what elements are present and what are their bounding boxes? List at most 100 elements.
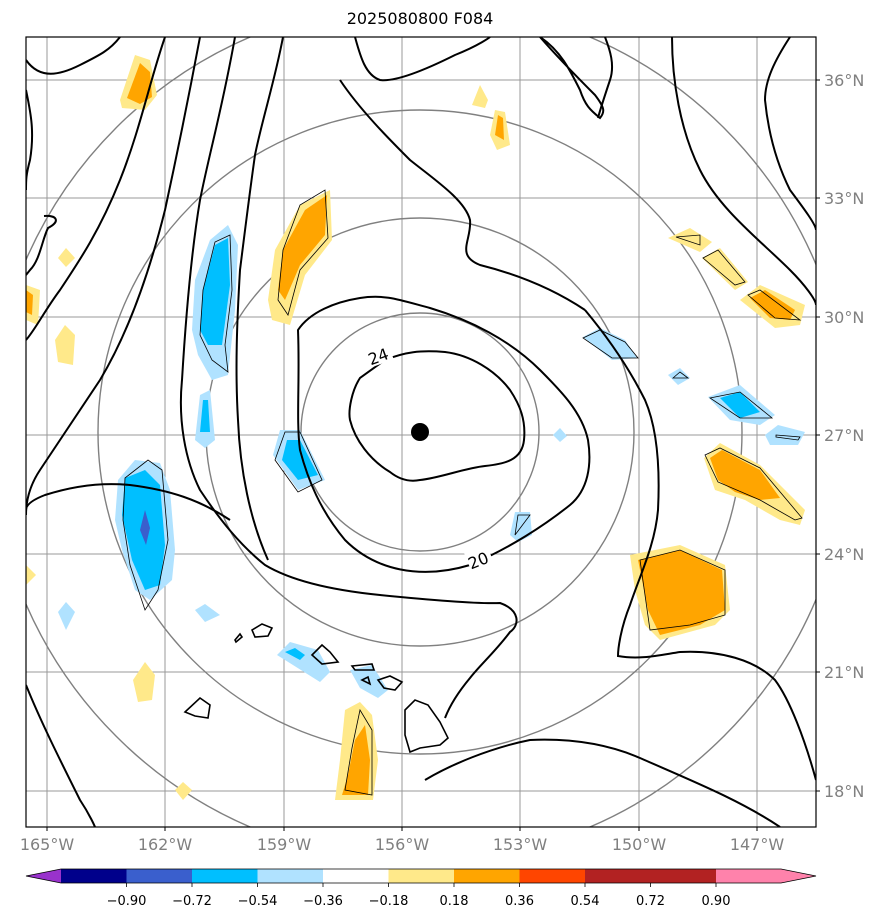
colorbar-tick-10: 0.90: [702, 894, 731, 909]
patch-blue-hawaii1: [277, 642, 330, 682]
lon-label-150w: 150°W: [612, 835, 667, 854]
contour-inner-24: [348, 350, 526, 482]
range-ring-3: [97, 109, 743, 755]
contour-center-north: [339, 79, 586, 311]
lat-label-21n: 21°N: [824, 663, 864, 682]
colorbar-swatch-6: [388, 869, 454, 883]
colorbar-swatch-9: [585, 869, 651, 883]
patch-orange-ne3: [750, 290, 795, 320]
contour-west-3: [26, 483, 231, 521]
contour-nw-corner: [26, 89, 34, 191]
colorbar-swatch-1: [61, 869, 127, 883]
island-kauai: [250, 623, 274, 638]
colorbar-extend-high: [716, 869, 816, 883]
colorbar-swatch-4: [257, 869, 323, 883]
contour-south: [424, 738, 781, 827]
patch-blue-e4: [765, 425, 805, 445]
patch-blue-mid-core: [282, 440, 318, 480]
patch-blue-c1: [553, 428, 567, 442]
contour-north-ridge: [235, 37, 284, 561]
lat-label-18n: 18°N: [824, 782, 864, 801]
patch-orange-n2: [495, 115, 504, 140]
anomaly-outline-contours: [122, 189, 803, 796]
patch-blue-e3-core: [720, 392, 760, 418]
colorbar-tick-9: 0.72: [636, 894, 665, 909]
lat-label-27n: 27°N: [824, 426, 864, 445]
lat-label-30n: 30°N: [824, 308, 864, 327]
colorbar-swatch-5: [323, 869, 389, 883]
storm-center-marker: [411, 423, 429, 441]
patch-yellow-sw: [133, 662, 155, 702]
contour-west-2: [26, 37, 201, 516]
colorbar-swatch-7: [454, 869, 520, 883]
lon-label-153w: 153°W: [493, 835, 548, 854]
colorbar-tick-1: −0.90: [107, 894, 147, 909]
patch-yellow-w2: [55, 325, 75, 365]
patch-yellow-n1: [472, 85, 488, 108]
lon-label-147w: 147°W: [730, 835, 785, 854]
colorbar-extend-low: [26, 869, 61, 883]
patch-orange-e: [710, 450, 780, 500]
contour-ne-2: [597, 37, 614, 119]
patch-yellow-ne1: [668, 228, 712, 252]
height-contours: [26, 37, 816, 827]
colorbar-tick-4: −0.36: [303, 894, 343, 909]
colorbar-tick-3: −0.54: [238, 894, 278, 909]
patch-blue-hawaii1-core: [285, 648, 305, 660]
patch-blue-e2: [668, 368, 690, 385]
negative-anomaly-patches: [58, 225, 805, 698]
contour-outer-west: [179, 37, 518, 719]
coastline-islands: [183, 623, 449, 754]
contour-far-west: [26, 37, 121, 75]
patch-yellow-ne2: [702, 248, 748, 290]
lat-axis: 36°N 33°N 30°N 27°N 24°N 21°N 18°N: [816, 71, 864, 801]
lat-label-24n: 24°N: [824, 545, 864, 564]
contour-west-1: [26, 37, 166, 341]
patch-yellow-s2: [175, 782, 192, 800]
patch-blue-small-w2: [195, 604, 220, 622]
island-maui: [376, 675, 404, 691]
colorbar-swatch-8: [519, 869, 585, 883]
island-niihau: [234, 632, 244, 644]
lat-label-33n: 33°N: [824, 189, 864, 208]
colorbar-swatch-3: [192, 869, 258, 883]
island-small-w: [183, 696, 211, 719]
range-rings: [26, 37, 816, 827]
patch-orange-w-edge: [26, 290, 33, 315]
colorbar: −0.90 −0.72 −0.54 −0.36 −0.18 0.18 0.36 …: [25, 868, 817, 909]
patch-purple-w: [140, 510, 150, 545]
colorbar-swatch-10: [650, 869, 716, 883]
colorbar-tick-5: −0.18: [369, 894, 409, 909]
patch-orange-s1: [342, 725, 370, 795]
contour-ne-3: [671, 37, 816, 306]
contour-e: [584, 309, 816, 781]
patch-blue-w-band-core: [200, 238, 230, 345]
island-oahu: [310, 643, 340, 665]
colorbar-outline: [25, 868, 817, 884]
island-big: [404, 699, 449, 754]
contour-sw: [26, 684, 96, 827]
lat-label-36n: 36°N: [824, 71, 864, 90]
patch-blue-w2-core: [200, 400, 210, 432]
patch-orange-nw-core: [127, 63, 152, 104]
island-molokai: [350, 663, 376, 671]
lon-label-156w: 156°W: [375, 835, 430, 854]
contour-ne-1: [539, 37, 605, 120]
patch-yellow-w3: [26, 565, 36, 585]
colorbar-tick-7: 0.36: [505, 894, 534, 909]
patch-orange-se: [638, 550, 725, 635]
contour-w-hook: [26, 214, 57, 276]
colorbar-tick-8: 0.54: [571, 894, 600, 909]
colorbar-tick-2: −0.72: [172, 894, 212, 909]
colorbar-tick-6: 0.18: [440, 894, 469, 909]
colorbar-swatch-2: [126, 869, 192, 883]
map-frame: [25, 36, 817, 828]
lon-label-165w: 165°W: [20, 835, 75, 854]
patch-blue-small-w: [58, 602, 75, 630]
lon-label-159w: 159°W: [257, 835, 312, 854]
lon-label-162w: 162°W: [138, 835, 193, 854]
contour-20: [296, 295, 591, 573]
positive-anomaly-patches: [26, 55, 805, 800]
island-lanai: [360, 675, 372, 686]
